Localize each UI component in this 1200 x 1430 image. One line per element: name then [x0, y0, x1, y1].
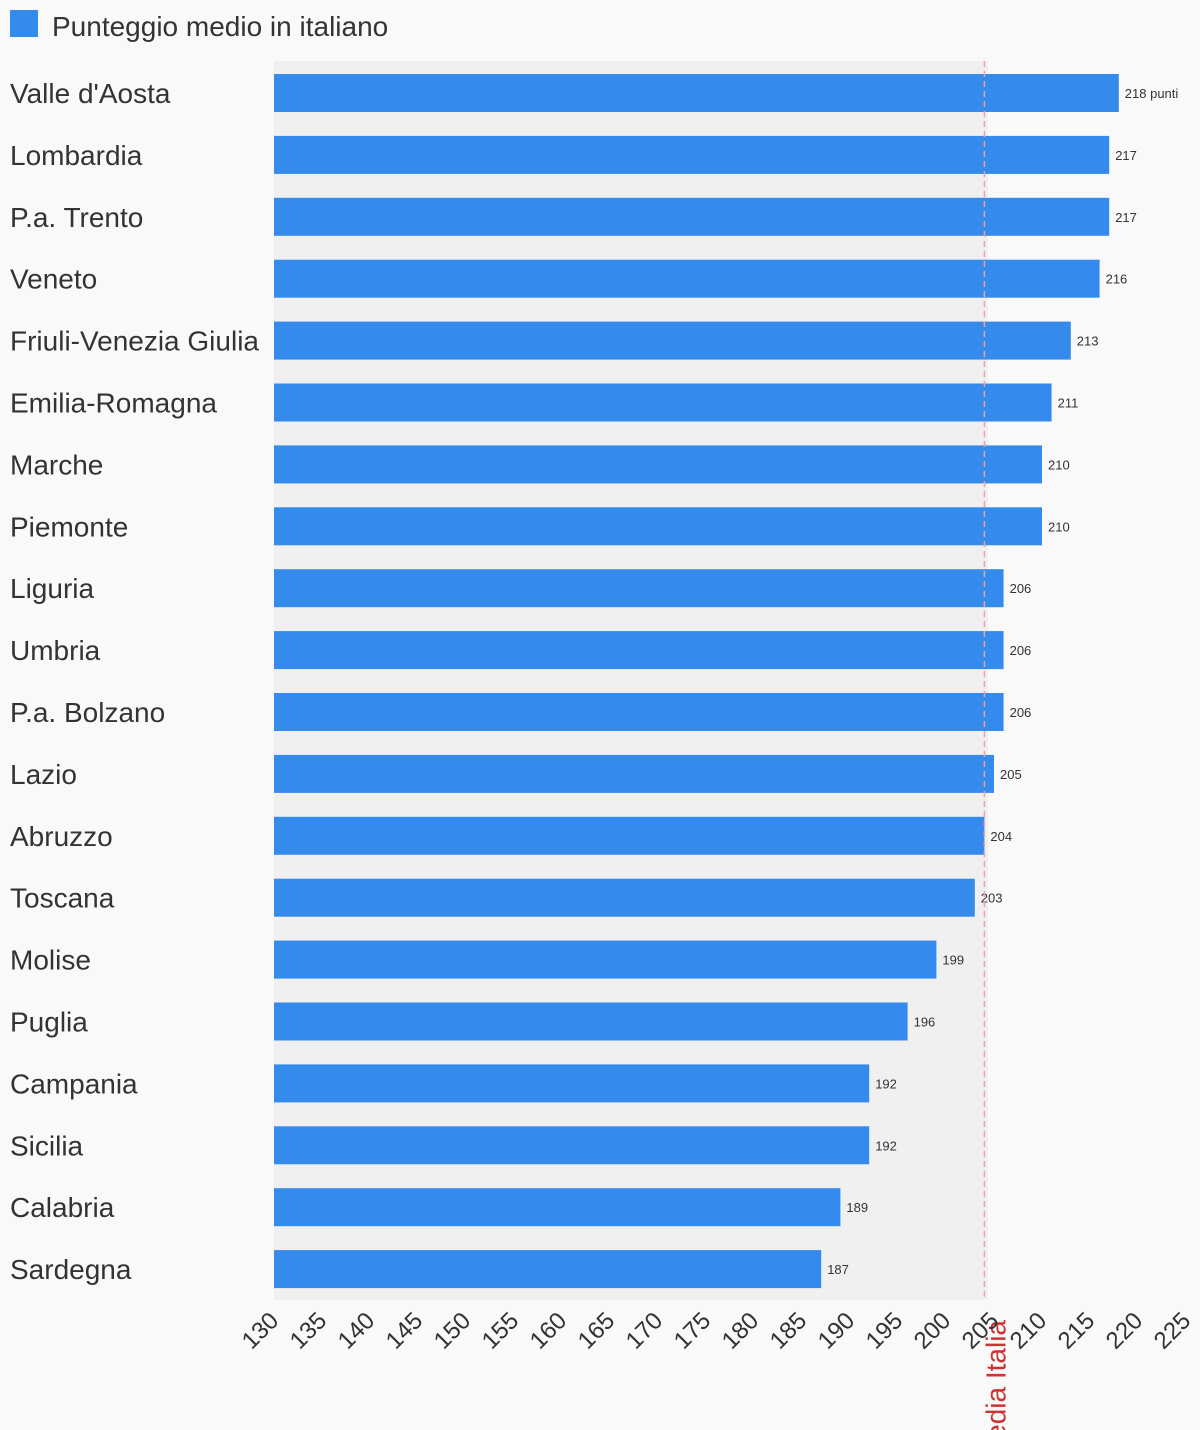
x-tick-label: 185	[765, 1307, 812, 1354]
category-label: Liguria	[10, 573, 94, 604]
category-label: Lazio	[10, 759, 77, 790]
bar	[274, 259, 1100, 298]
bar	[274, 74, 1119, 112]
data-label: 211	[1058, 396, 1079, 411]
data-label: 199	[942, 953, 964, 968]
data-label: 189	[846, 1200, 868, 1215]
x-tick-label: 190	[813, 1307, 860, 1354]
bar	[274, 1126, 870, 1165]
data-label: 206	[1010, 643, 1032, 658]
x-tick-label: 180	[717, 1307, 764, 1354]
data-label: 204	[990, 829, 1012, 844]
x-tick-label: 135	[285, 1307, 332, 1354]
bar	[274, 445, 1042, 484]
category-label: Abruzzo	[10, 821, 113, 852]
category-label: Campania	[10, 1068, 138, 1099]
bar	[274, 1064, 870, 1103]
bar	[274, 1188, 841, 1227]
bars-group: Valle d'Aosta 218 punti Lombardia 217 P.a. T…	[10, 74, 1179, 1289]
data-label: 187	[827, 1262, 849, 1277]
x-tick-label: 140	[333, 1307, 380, 1354]
data-label: 218 punti	[1125, 86, 1179, 101]
data-label: 206	[1010, 581, 1032, 596]
bar	[274, 569, 1004, 608]
bar	[274, 197, 1110, 236]
category-label: Puglia	[10, 1007, 88, 1038]
x-tick-label: 155	[477, 1307, 524, 1354]
bar	[274, 321, 1071, 360]
x-tick-label: 160	[525, 1307, 572, 1354]
x-tick-label: 175	[669, 1307, 716, 1354]
data-label: 196	[914, 1015, 936, 1030]
x-tick-label: 170	[621, 1307, 668, 1354]
x-tick-label: 165	[573, 1307, 620, 1354]
category-label: Calabria	[10, 1192, 115, 1223]
category-label: Marche	[10, 449, 103, 480]
bar	[274, 1250, 822, 1289]
bar	[274, 383, 1052, 422]
bar	[274, 135, 1110, 174]
x-tick-label: 150	[429, 1307, 476, 1354]
data-label: 205	[1000, 767, 1022, 782]
data-label: 210	[1048, 519, 1070, 534]
data-label: 192	[875, 1138, 897, 1153]
category-label: Toscana	[10, 883, 115, 914]
data-label: 206	[1010, 705, 1032, 720]
plot-area	[274, 61, 988, 1300]
x-tick-label: 200	[909, 1307, 956, 1354]
category-label: Umbria	[10, 635, 101, 666]
data-label: 203	[981, 891, 1003, 906]
x-tick-label: 145	[381, 1307, 428, 1354]
data-label: 213	[1077, 334, 1099, 349]
x-tick-label: 225	[1149, 1307, 1196, 1354]
category-label: Friuli-Venezia Giulia	[10, 326, 259, 357]
category-label: Sardegna	[10, 1254, 132, 1285]
category-label: Valle d'Aosta	[10, 78, 171, 109]
reference-line-group: Media Italia	[980, 61, 1011, 1430]
x-axis: 130 135 140 145 150 155 160 165 170 175 180 185 190 1…	[237, 1307, 1196, 1354]
bar	[274, 1002, 908, 1041]
category-label: P.a. Bolzano	[10, 697, 165, 728]
x-tick-label: 215	[1053, 1307, 1100, 1354]
bar	[274, 878, 975, 917]
x-tick-label: 210	[1005, 1307, 1052, 1354]
data-label: 217	[1115, 210, 1137, 225]
bar	[274, 940, 937, 979]
legend-swatch	[10, 10, 38, 37]
bar	[274, 693, 1004, 731]
category-label: Emilia-Romagna	[10, 388, 217, 419]
category-label: P.a. Trento	[10, 202, 143, 233]
x-tick-label: 130	[237, 1307, 284, 1354]
category-label: Lombardia	[10, 140, 143, 171]
x-tick-label: 220	[1101, 1307, 1148, 1354]
data-label: 216	[1106, 272, 1128, 287]
bar	[274, 754, 994, 793]
x-tick-label: 195	[861, 1307, 908, 1354]
data-label: 210	[1048, 457, 1070, 472]
category-label: Molise	[10, 945, 91, 976]
category-label: Veneto	[10, 264, 97, 295]
reference-line-label: Media Italia	[980, 1320, 1011, 1430]
bar	[274, 631, 1004, 670]
data-label: 192	[875, 1076, 897, 1091]
category-label: Sicilia	[10, 1130, 84, 1161]
bar	[274, 507, 1042, 546]
data-label: 217	[1115, 148, 1137, 163]
bar	[274, 816, 985, 855]
legend-label: Punteggio medio in italiano	[52, 11, 388, 42]
category-label: Piemonte	[10, 511, 128, 542]
legend: Punteggio medio in italiano	[10, 10, 388, 42]
